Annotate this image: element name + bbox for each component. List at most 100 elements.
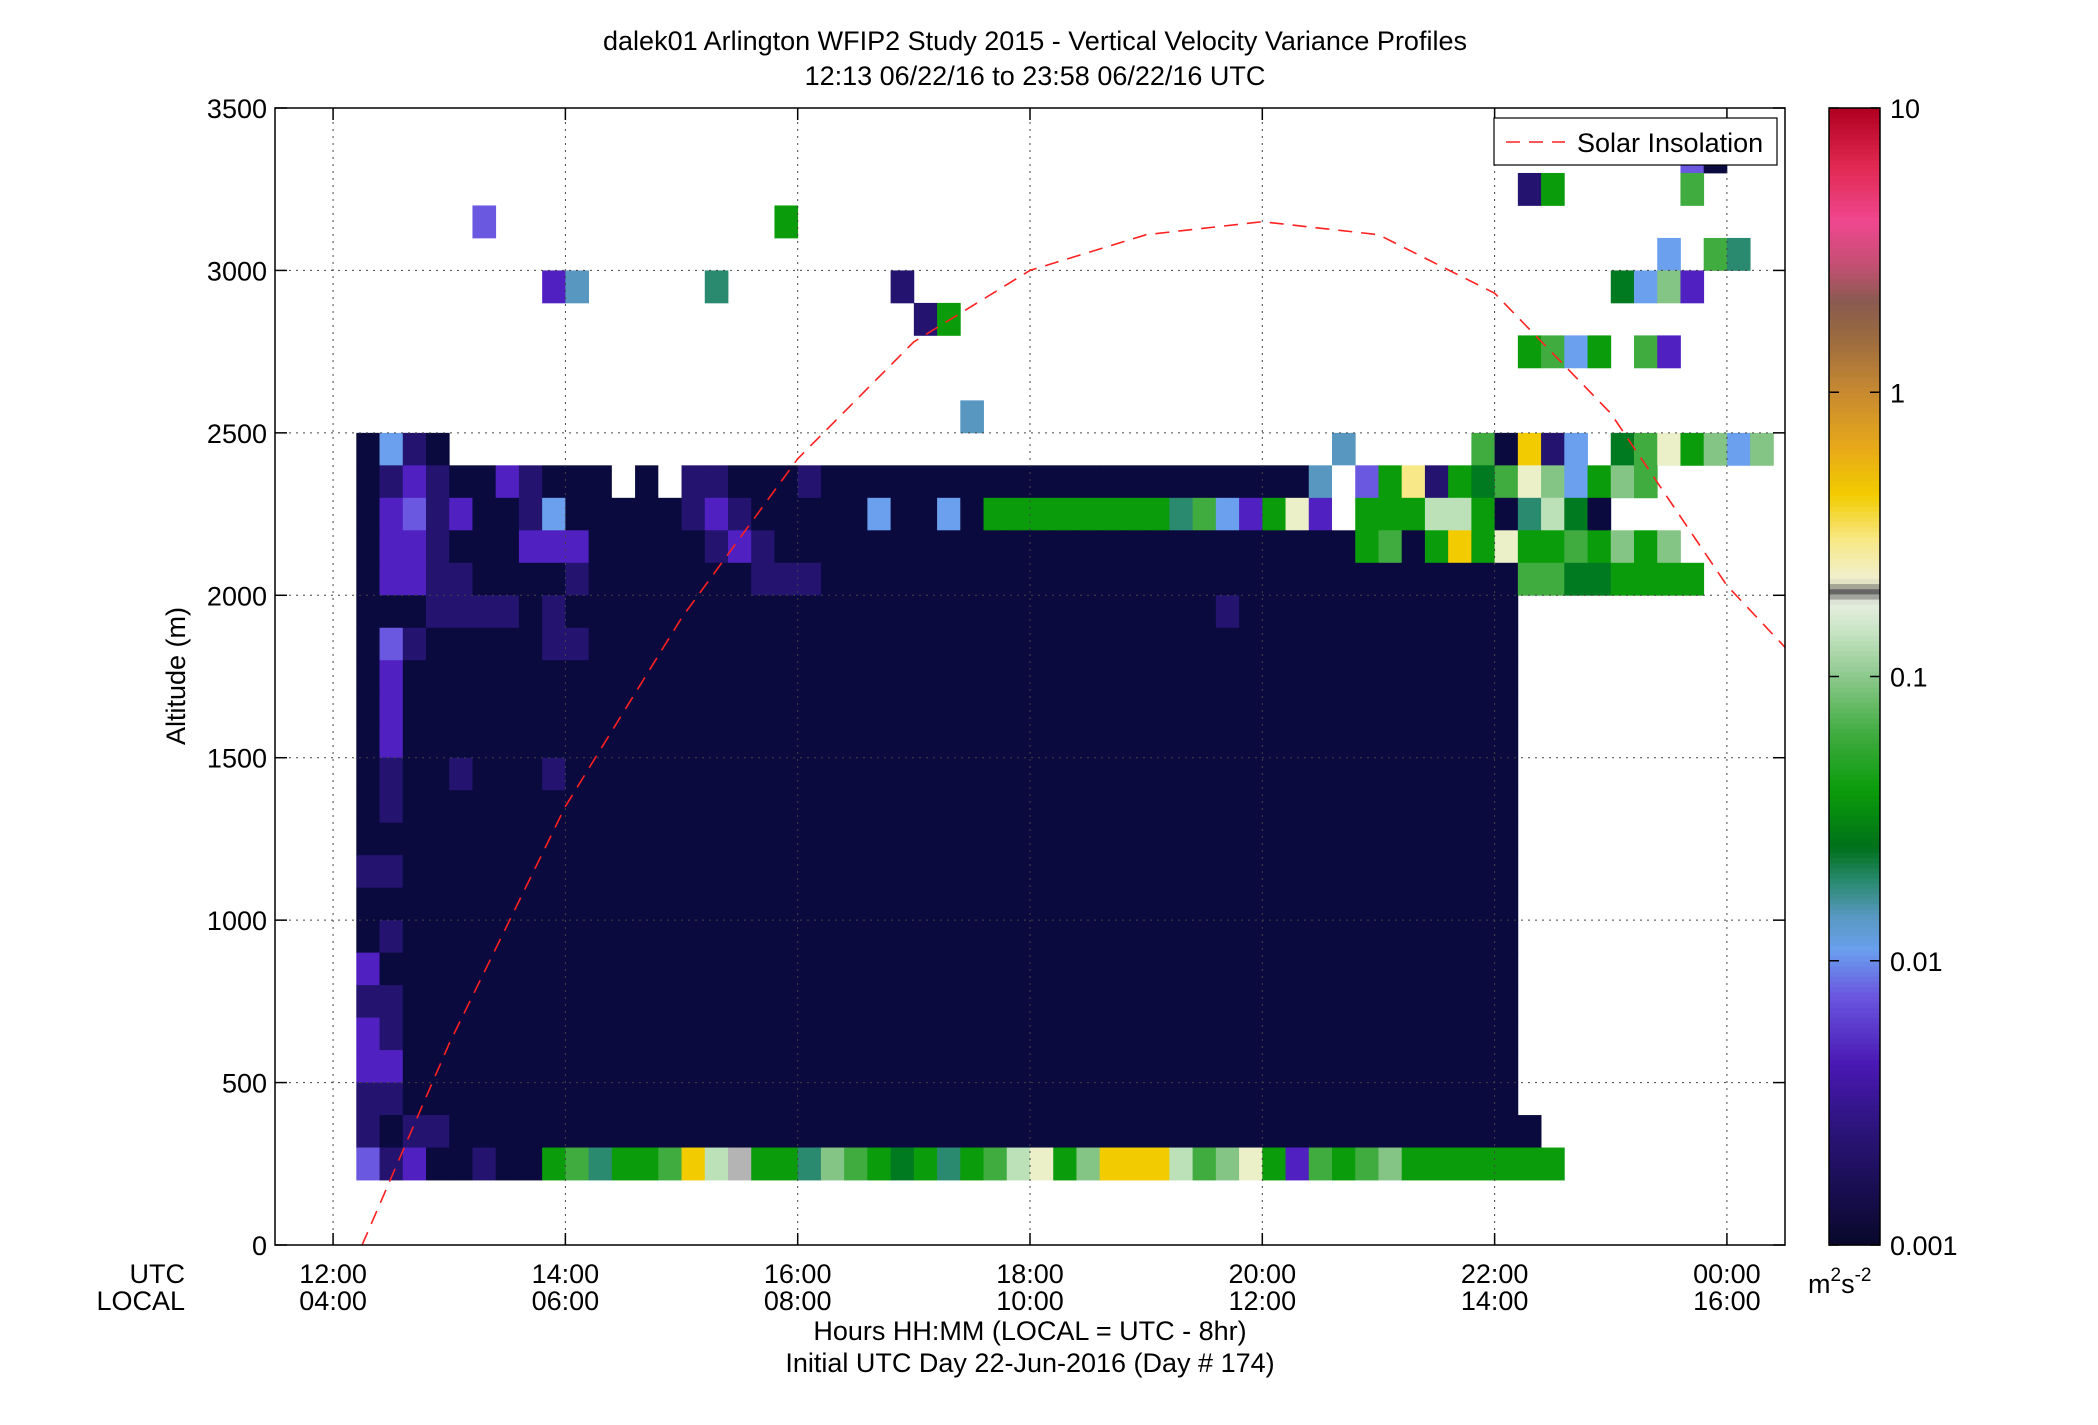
heatmap-cell	[449, 1082, 473, 1116]
heatmap-cell	[1657, 270, 1681, 304]
y-tick-label: 500	[222, 1069, 267, 1099]
heatmap-cell	[890, 530, 915, 564]
heatmap-cell	[635, 725, 659, 759]
heatmap-cell	[983, 952, 1008, 986]
colorbar-segment	[1829, 666, 1880, 672]
heatmap-cell	[449, 1115, 473, 1148]
heatmap-cell	[1239, 985, 1263, 1018]
heatmap-cell	[797, 497, 822, 531]
heatmap-cell	[1541, 1147, 1565, 1181]
heatmap-cell	[728, 627, 752, 661]
heatmap-cell	[472, 725, 497, 759]
colorbar-segment	[1829, 531, 1880, 538]
x-tick-label-utc: 18:00	[996, 1259, 1064, 1289]
heatmap-cell	[635, 1017, 659, 1051]
heatmap-cell	[426, 725, 450, 759]
heatmap-cell	[867, 465, 892, 499]
heatmap-cell	[1401, 530, 1426, 564]
heatmap-cell	[472, 985, 497, 1018]
heatmap-cell	[960, 627, 984, 661]
colorbar-segment	[1829, 490, 1880, 497]
heatmap-cell	[1053, 887, 1077, 921]
heatmap-cell	[1192, 1050, 1217, 1083]
colorbar-segment	[1829, 366, 1880, 373]
colorbar-segment	[1829, 304, 1880, 311]
heatmap-cell	[1146, 920, 1170, 954]
heatmap-cell	[913, 302, 938, 336]
colorbar-segment	[1829, 1089, 1880, 1096]
heatmap-cell	[1262, 660, 1286, 694]
heatmap-cell	[774, 920, 799, 954]
heatmap-cell	[1517, 335, 1542, 369]
heatmap-cell	[1053, 1050, 1077, 1083]
colorbar-segment	[1829, 469, 1880, 476]
heatmap-cell	[1587, 530, 1612, 564]
heatmap-cell	[751, 465, 775, 499]
heatmap-cell	[1355, 822, 1379, 856]
heatmap-cell	[495, 790, 520, 824]
heatmap-cell	[1471, 660, 1496, 694]
heatmap-cell	[774, 1115, 799, 1148]
y-tick-label: 1500	[207, 744, 267, 774]
heatmap-cell	[797, 530, 822, 564]
heatmap-cell	[1424, 1147, 1449, 1181]
heatmap-cell	[1378, 757, 1403, 791]
heatmap-cell	[960, 400, 984, 434]
heatmap-cell	[820, 627, 845, 661]
heatmap-cell	[1378, 1147, 1403, 1181]
heatmap-cell	[983, 790, 1008, 824]
heatmap-cell	[1355, 1115, 1379, 1148]
colorbar-segment	[1829, 712, 1880, 719]
heatmap-cell	[518, 595, 543, 629]
heatmap-cell	[495, 952, 520, 986]
heatmap-cell	[565, 1050, 590, 1083]
heatmap-cell	[913, 497, 938, 531]
heatmap-cell	[844, 1050, 868, 1083]
heatmap-cell	[1215, 1147, 1240, 1181]
heatmap-cell	[1378, 465, 1403, 499]
colorbar-segment	[1829, 263, 1880, 269]
heatmap-cell	[1053, 952, 1077, 986]
heatmap-cell	[1262, 595, 1286, 629]
colorbar-segment	[1829, 180, 1880, 187]
colorbar-segment	[1829, 671, 1880, 678]
colorbar-segment	[1829, 578, 1880, 585]
heatmap-cell	[1262, 562, 1286, 596]
colorbar-segment	[1829, 190, 1880, 197]
heatmap-cell	[681, 952, 706, 986]
heatmap-cell	[611, 855, 636, 889]
heatmap-cell	[960, 725, 984, 759]
colorbar-tick-label: 10	[1890, 94, 1920, 124]
heatmap-cell	[1006, 595, 1031, 629]
heatmap-cell	[913, 952, 938, 986]
heatmap-cell	[681, 530, 706, 564]
heatmap-cell	[426, 595, 450, 629]
heatmap-cell	[937, 562, 961, 596]
heatmap-cell	[1030, 692, 1054, 726]
heatmap-cell	[1006, 692, 1031, 726]
heatmap-cell	[751, 822, 775, 856]
heatmap-cell	[1099, 855, 1124, 889]
heatmap-cell	[495, 1147, 520, 1181]
heatmap-cell	[518, 627, 543, 661]
heatmap-cell	[1634, 465, 1658, 499]
heatmap-cell	[1517, 1147, 1542, 1181]
heatmap-cell	[937, 985, 961, 1018]
heatmap-cell	[751, 627, 775, 661]
heatmap-cell	[1192, 952, 1217, 986]
heatmap-cell	[449, 627, 473, 661]
colorbar-segment	[1829, 573, 1880, 579]
heatmap-cell	[1215, 855, 1240, 889]
heatmap-cell	[1285, 660, 1310, 694]
heatmap-cell	[1332, 855, 1356, 889]
heatmap-cell	[1564, 465, 1588, 499]
heatmap-cell	[1262, 1115, 1286, 1148]
colorbar-segment	[1829, 1219, 1880, 1225]
heatmap-cell	[728, 1050, 752, 1083]
heatmap-cell	[1192, 887, 1217, 921]
heatmap-cell	[356, 887, 380, 921]
heatmap-cell	[820, 497, 845, 531]
heatmap-cell	[1564, 497, 1588, 531]
heatmap-cell	[1262, 1147, 1286, 1181]
heatmap-cell	[1308, 952, 1333, 986]
